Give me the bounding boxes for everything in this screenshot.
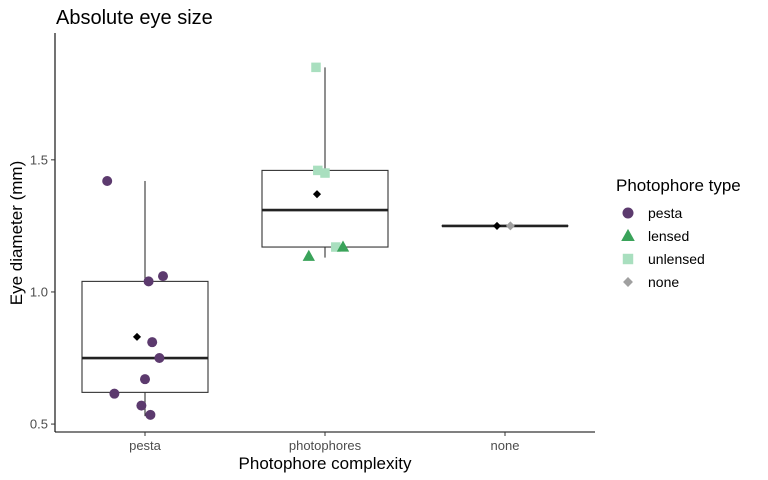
legend-key-diamond <box>623 277 633 287</box>
x-axis-title: Photophore complexity <box>239 454 412 473</box>
box-photophores <box>261 67 389 258</box>
y-axis-title: Eye diameter (mm) <box>7 161 26 306</box>
data-point-none <box>505 221 515 231</box>
data-point-pesta <box>109 388 120 399</box>
data-point-unlensed <box>313 165 323 176</box>
box-pesta <box>81 180 209 417</box>
mean-marker-photophores <box>312 190 322 199</box>
legend-label: pesta <box>648 205 682 221</box>
legend-title: Photophore type <box>616 176 741 195</box>
chart-title: Absolute eye size <box>56 7 213 29</box>
y-tick-label: 0.5 <box>30 417 48 432</box>
legend-label: lensed <box>648 228 689 244</box>
legend-entry-pesta: pesta <box>622 205 682 221</box>
data-point-lensed <box>336 240 350 252</box>
x-axis-ticks: pesta photophores none <box>129 432 519 453</box>
legend-label: unlensed <box>648 251 705 267</box>
data-point-unlensed <box>331 242 341 252</box>
mean-marker-pesta <box>132 332 142 341</box>
data-point-pesta <box>158 271 168 282</box>
plot-area <box>81 62 569 420</box>
legend-key-square <box>622 253 634 265</box>
y-axis-ticks: 0.5 1.0 1.5 <box>30 152 55 432</box>
data-point-unlensed <box>311 62 321 73</box>
data-point-pesta <box>140 374 150 385</box>
x-tick-label: photophores <box>289 438 362 453</box>
data-point-unlensed <box>320 168 330 178</box>
legend-entry-lensed: lensed <box>621 228 689 244</box>
legend: Photophore type pesta lensed unlensed none <box>616 176 741 290</box>
data-point-lensed <box>302 249 315 261</box>
x-tick-label: pesta <box>129 438 162 453</box>
y-tick-label: 1.5 <box>30 152 48 167</box>
legend-key-triangle <box>621 228 635 242</box>
legend-key-circle <box>622 207 634 219</box>
data-point-pesta <box>147 337 158 348</box>
legend-entry-unlensed: unlensed <box>622 251 705 267</box>
legend-entry-none: none <box>623 274 679 290</box>
mean-marker-none <box>492 221 502 230</box>
data-point-pesta <box>145 409 156 420</box>
box-body <box>261 169 389 248</box>
data-point-pesta <box>102 175 113 186</box>
data-point-pesta <box>143 276 154 287</box>
x-tick-label: none <box>491 438 520 453</box>
data-point-pesta <box>136 400 147 411</box>
y-tick-label: 1.0 <box>30 284 48 299</box>
legend-entries: pesta lensed unlensed none <box>621 205 705 290</box>
legend-label: none <box>648 274 679 290</box>
data-point-pesta <box>154 353 165 364</box>
box-body <box>81 280 209 393</box>
